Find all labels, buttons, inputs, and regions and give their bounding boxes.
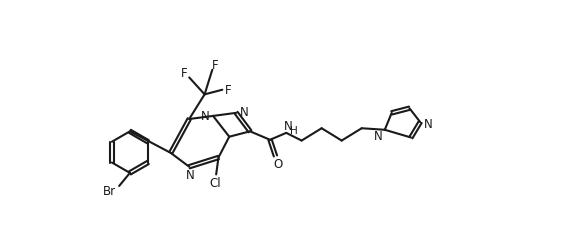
Text: H: H: [290, 125, 298, 135]
Text: O: O: [273, 158, 282, 170]
Text: F: F: [181, 67, 188, 80]
Text: N: N: [186, 168, 195, 181]
Text: F: F: [212, 59, 218, 71]
Text: N: N: [374, 130, 383, 143]
Text: N: N: [201, 109, 210, 122]
Text: F: F: [225, 84, 232, 97]
Text: Cl: Cl: [209, 177, 221, 190]
Text: N: N: [239, 105, 248, 118]
Text: N: N: [284, 120, 292, 133]
Text: N: N: [423, 118, 432, 131]
Text: Br: Br: [104, 184, 117, 197]
